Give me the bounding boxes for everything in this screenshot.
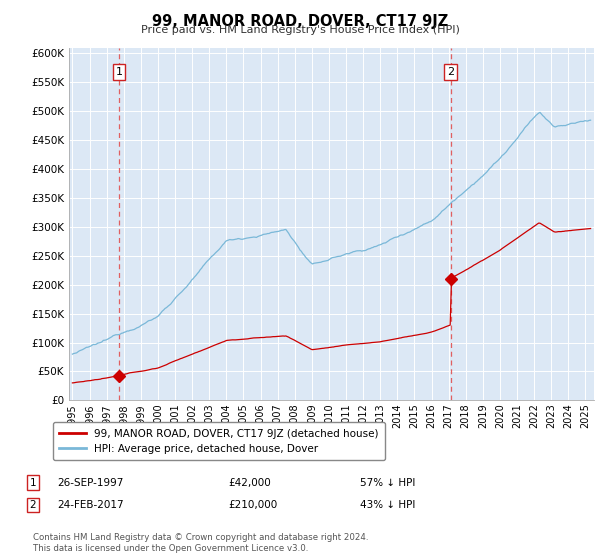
Text: Price paid vs. HM Land Registry's House Price Index (HPI): Price paid vs. HM Land Registry's House … (140, 25, 460, 35)
Text: £42,000: £42,000 (228, 478, 271, 488)
Text: 24-FEB-2017: 24-FEB-2017 (57, 500, 124, 510)
Text: 57% ↓ HPI: 57% ↓ HPI (360, 478, 415, 488)
Text: £210,000: £210,000 (228, 500, 277, 510)
Text: 43% ↓ HPI: 43% ↓ HPI (360, 500, 415, 510)
Text: 1: 1 (116, 67, 122, 77)
Text: 2: 2 (447, 67, 454, 77)
Legend: 99, MANOR ROAD, DOVER, CT17 9JZ (detached house), HPI: Average price, detached h: 99, MANOR ROAD, DOVER, CT17 9JZ (detache… (53, 422, 385, 460)
Text: 99, MANOR ROAD, DOVER, CT17 9JZ: 99, MANOR ROAD, DOVER, CT17 9JZ (152, 14, 448, 29)
Text: Contains HM Land Registry data © Crown copyright and database right 2024.
This d: Contains HM Land Registry data © Crown c… (33, 534, 368, 553)
Text: 2: 2 (29, 500, 37, 510)
Text: 26-SEP-1997: 26-SEP-1997 (57, 478, 124, 488)
Text: 1: 1 (29, 478, 37, 488)
